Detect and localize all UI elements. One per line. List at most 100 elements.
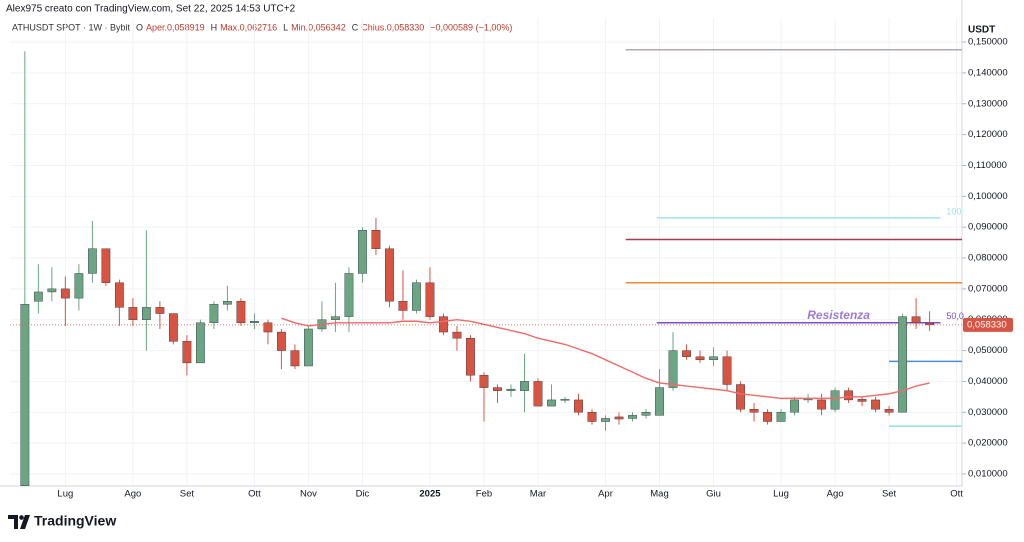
x-tick-label: Mag xyxy=(650,489,668,500)
candle xyxy=(344,267,354,333)
candle-body xyxy=(628,415,637,419)
x-tick-label: Lug xyxy=(773,489,789,500)
x-tick-label: Apr xyxy=(598,489,613,500)
candle-body xyxy=(439,316,448,333)
ohlc-value: Max.0,062716 xyxy=(220,22,277,32)
candle xyxy=(506,384,516,397)
candle xyxy=(898,313,907,413)
candle-body xyxy=(614,416,624,420)
credit: Alex975 creato con TradingView.com, Set … xyxy=(6,4,296,15)
candle xyxy=(749,403,759,422)
candle xyxy=(114,279,124,326)
symbol: ATHUSDT SPOT · 1W · Bybit xyxy=(12,22,131,32)
candle-body xyxy=(884,408,894,413)
y-tick-label: 0,140000 xyxy=(968,67,1008,78)
candle-body xyxy=(344,273,354,317)
candle xyxy=(857,396,867,407)
brand: TradingView xyxy=(8,513,116,529)
candle-body xyxy=(533,381,543,407)
candle-body xyxy=(857,399,867,402)
candle-body xyxy=(60,288,70,299)
candle xyxy=(169,313,178,345)
level-label: Resistenza xyxy=(807,308,870,322)
candle-body xyxy=(871,399,880,410)
candle xyxy=(844,387,853,404)
candle-body xyxy=(682,350,691,357)
candle xyxy=(33,264,43,314)
y-tick-label: 0,090000 xyxy=(968,222,1008,233)
candle xyxy=(871,396,880,413)
candle xyxy=(641,409,651,419)
candle xyxy=(628,412,637,422)
candle xyxy=(331,282,340,333)
x-tick-label: 2025 xyxy=(419,489,441,500)
candle xyxy=(695,350,705,363)
candle xyxy=(776,409,786,422)
brand-logo-dot xyxy=(19,515,24,520)
candle-body xyxy=(223,301,232,305)
ohlc-value: Min.0,056342 xyxy=(291,22,346,32)
candle-body xyxy=(749,408,759,413)
y-tick-label: 0,130000 xyxy=(968,98,1008,109)
candle-body xyxy=(358,230,367,274)
x-tick-label: Set xyxy=(882,489,897,500)
x-tick-label: Ago xyxy=(827,489,844,500)
candle-body xyxy=(236,301,246,324)
candle xyxy=(223,285,232,311)
candle xyxy=(236,298,246,326)
candle xyxy=(682,344,691,360)
ohlc-value: Chius.0,058330 xyxy=(361,22,424,32)
candle xyxy=(87,220,97,283)
candle-body xyxy=(830,390,840,410)
candle-body xyxy=(87,248,97,274)
candle xyxy=(601,415,610,431)
candle-body xyxy=(385,248,394,302)
candle-body xyxy=(74,273,84,299)
candle xyxy=(884,406,894,416)
candle xyxy=(290,344,300,370)
candle-body xyxy=(790,399,799,413)
x-tick-label: Ago xyxy=(124,489,141,500)
candle xyxy=(452,325,462,351)
candle-body xyxy=(209,304,219,324)
candle xyxy=(250,313,259,329)
moving-average xyxy=(281,317,930,400)
candle-body xyxy=(398,301,408,311)
candle xyxy=(412,279,421,314)
candle-body xyxy=(925,322,934,326)
candle-body xyxy=(736,384,745,410)
x-tick-label: Set xyxy=(180,489,195,500)
candle-body xyxy=(587,412,597,422)
candle-body xyxy=(182,341,192,364)
candle xyxy=(830,387,840,413)
candle-body xyxy=(547,399,556,407)
candle-body xyxy=(263,322,273,333)
x-tick-label: Dic xyxy=(356,489,370,500)
y-tick-label: 0,100000 xyxy=(968,191,1008,202)
level-end-label: 100 xyxy=(946,206,961,216)
x-tick-label: Nov xyxy=(300,489,317,500)
y-tick-label: 0,010000 xyxy=(968,468,1008,479)
candle-body xyxy=(574,399,583,413)
candle-body xyxy=(722,356,732,385)
candle xyxy=(263,319,273,345)
candle xyxy=(358,227,367,283)
candle-body xyxy=(817,399,826,410)
x-tick-label: Lug xyxy=(57,489,73,500)
candle-body xyxy=(101,248,111,283)
candle xyxy=(533,378,543,407)
candle-body xyxy=(641,412,651,416)
candle-body xyxy=(763,412,772,422)
candle xyxy=(60,276,70,326)
ohlc-key: C xyxy=(352,22,359,32)
candle xyxy=(47,267,57,302)
candle-body xyxy=(560,399,570,401)
candle-body xyxy=(709,356,718,361)
candle-body xyxy=(250,321,259,324)
candle xyxy=(520,353,529,413)
candle-body xyxy=(668,350,678,388)
ohlc-key: O xyxy=(136,22,143,32)
candle-body xyxy=(277,331,286,351)
